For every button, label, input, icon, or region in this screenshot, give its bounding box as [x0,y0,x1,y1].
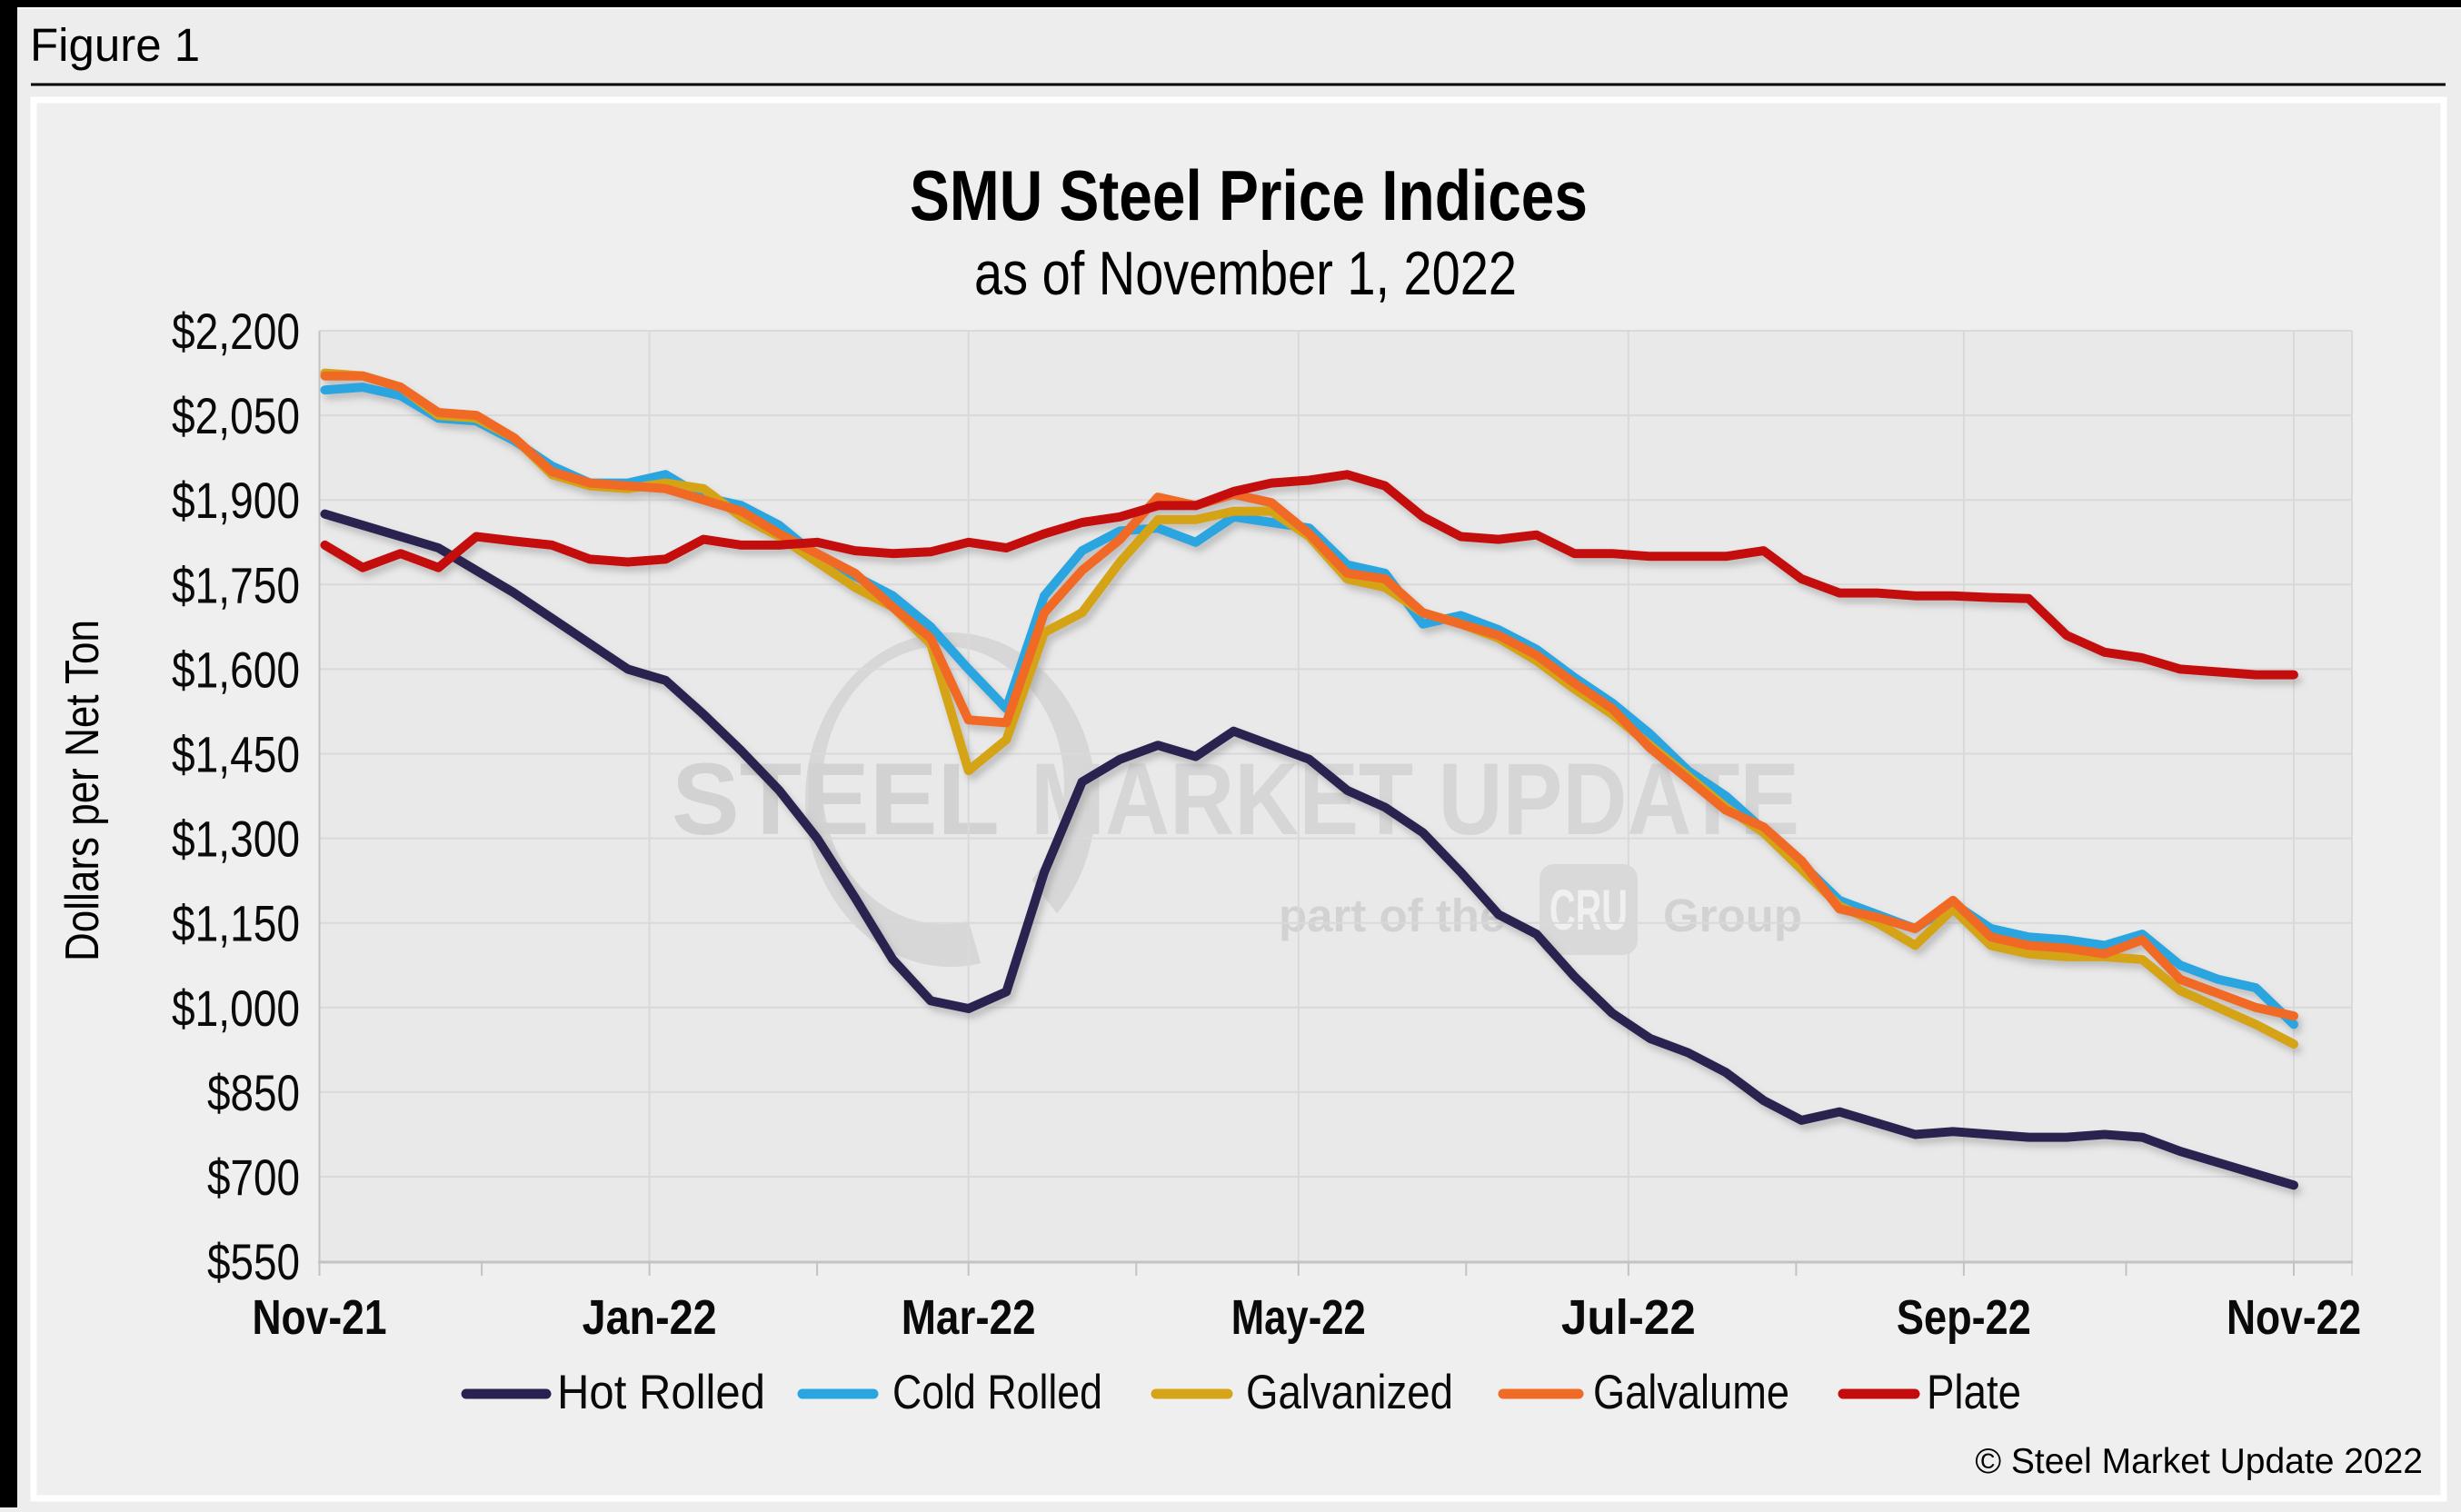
svg-text:Cold Rolled: Cold Rolled [892,1366,1102,1419]
svg-text:© Steel Market Update 2022: © Steel Market Update 2022 [1975,1442,2423,1481]
svg-text:Nov-22: Nov-22 [2227,1290,2361,1345]
svg-text:$1,750: $1,750 [172,556,300,613]
svg-text:Jan-22: Jan-22 [583,1290,717,1345]
svg-text:CRU: CRU [1549,879,1628,942]
svg-text:$2,200: $2,200 [172,303,300,360]
svg-text:$1,000: $1,000 [172,980,300,1037]
svg-text:as of November 1, 2022: as of November 1, 2022 [974,239,1517,308]
svg-text:Galvalume: Galvalume [1593,1366,1789,1419]
svg-text:Jul-22: Jul-22 [1561,1290,1696,1345]
svg-text:Dollars per Net Ton: Dollars per Net Ton [56,620,109,961]
svg-text:May-22: May-22 [1231,1290,1366,1345]
svg-text:part of the: part of the [1279,890,1505,941]
svg-text:Galvanized: Galvanized [1246,1366,1453,1419]
svg-text:Nov-21: Nov-21 [253,1290,387,1345]
svg-text:$2,050: $2,050 [172,387,300,444]
svg-text:$700: $700 [207,1149,300,1206]
svg-text:$1,600: $1,600 [172,641,300,698]
svg-text:$1,900: $1,900 [172,472,300,529]
svg-text:Sep-22: Sep-22 [1897,1290,2031,1345]
svg-text:$850: $850 [207,1064,300,1121]
svg-text:$550: $550 [207,1233,300,1290]
svg-text:STEEL: STEEL [672,742,1000,856]
svg-text:$1,450: $1,450 [172,726,300,783]
svg-text:$1,150: $1,150 [172,895,300,952]
svg-text:SMU Steel Price Indices: SMU Steel Price Indices [910,155,1588,235]
svg-text:$1,300: $1,300 [172,811,300,868]
svg-text:Plate: Plate [1927,1366,2021,1419]
svg-text:Hot Rolled: Hot Rolled [557,1366,765,1419]
svg-text:Figure 1: Figure 1 [30,19,200,71]
svg-text:Group: Group [1663,890,1802,941]
svg-text:Mar-22: Mar-22 [902,1290,1036,1345]
